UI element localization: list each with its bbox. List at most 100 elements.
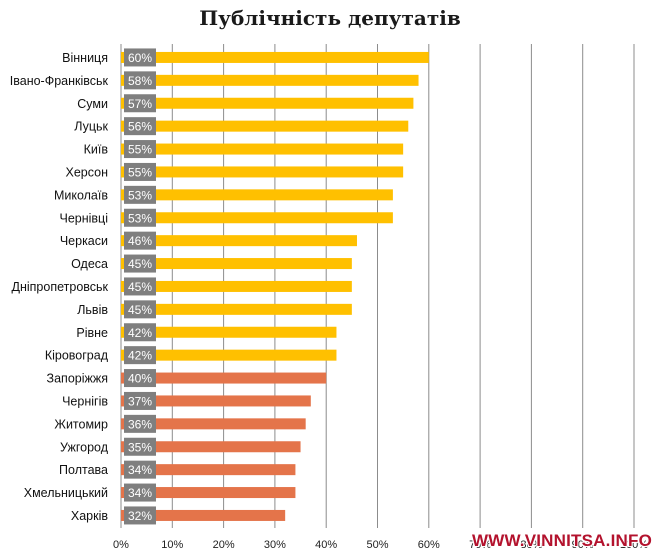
bar — [121, 418, 306, 430]
value-label-box — [124, 231, 156, 250]
bar — [121, 258, 352, 270]
bar — [121, 97, 414, 109]
category-label: Полтава — [59, 463, 108, 477]
category-label: Житомир — [54, 417, 108, 431]
value-label-box — [124, 185, 156, 204]
x-tick-label: 0% — [113, 539, 129, 551]
value-label-box — [124, 162, 156, 181]
value-label-box — [124, 506, 156, 525]
value-label: 53% — [128, 188, 152, 202]
value-label-box — [124, 414, 156, 433]
value-label: 45% — [128, 303, 152, 317]
x-tick-label: 30% — [264, 539, 286, 551]
bar — [121, 509, 286, 521]
value-label-box — [124, 391, 156, 410]
category-label: Івано-Франківськ — [10, 74, 109, 88]
value-label-box — [124, 346, 156, 365]
value-label: 34% — [128, 463, 152, 477]
value-label-box — [124, 71, 156, 90]
value-label: 57% — [128, 97, 152, 111]
bar — [121, 303, 352, 315]
value-label-box — [124, 117, 156, 136]
bar — [121, 51, 429, 63]
bar — [121, 189, 393, 201]
x-tick-label: 90% — [572, 539, 594, 551]
x-tick-label: 60% — [418, 539, 440, 551]
value-label-box — [124, 369, 156, 388]
x-tick-label: 10% — [161, 539, 183, 551]
chart-title: Публічність депутатів — [199, 6, 461, 30]
category-label: Київ — [84, 143, 109, 157]
bar — [121, 487, 296, 499]
value-label: 36% — [128, 417, 152, 431]
category-labels: Вінниця Івано-Франківськ Суми Луцьк Київ Херс… — [10, 51, 109, 523]
x-axis-ticks: 0% 10% 20% 30% 40% 50% 60% 70% 80% 90% 100% — [113, 539, 648, 551]
x-tick-label: 40% — [315, 539, 337, 551]
bar — [121, 464, 296, 476]
value-label: 45% — [128, 280, 152, 294]
category-label: Чернівці — [60, 211, 109, 225]
value-label: 55% — [128, 165, 152, 179]
x-tick-label: 100% — [620, 539, 648, 551]
bar — [121, 395, 311, 407]
x-tick-label: 70% — [469, 539, 491, 551]
category-label: Хмельницький — [24, 486, 108, 500]
category-label: Чернігів — [62, 394, 108, 408]
x-tick-label: 50% — [366, 539, 388, 551]
category-label: Одеса — [71, 257, 108, 271]
value-label-box — [124, 483, 156, 502]
bar — [121, 212, 393, 224]
value-label: 55% — [128, 143, 152, 157]
value-label-box — [124, 437, 156, 456]
bar — [121, 280, 352, 292]
value-label: 35% — [128, 440, 152, 454]
category-label: Кіровоград — [45, 349, 109, 363]
category-label: Ужгород — [60, 440, 109, 454]
category-label: Вінниця — [62, 51, 108, 65]
value-label-box — [124, 323, 156, 342]
bar — [121, 441, 301, 453]
value-label-box — [124, 254, 156, 273]
value-label: 53% — [128, 211, 152, 225]
bar — [121, 372, 327, 384]
value-label-box — [124, 48, 156, 67]
value-label: 60% — [128, 51, 152, 65]
category-label: Черкаси — [60, 234, 108, 248]
value-label: 58% — [128, 74, 152, 88]
x-tick-label: 80% — [520, 539, 542, 551]
category-label: Львів — [77, 303, 108, 317]
value-label: 40% — [128, 372, 152, 386]
value-labels: 60% 58% 57% 56% 55% 55% 53% 53% 46% 45% 45% 45% 42% 4… — [124, 48, 156, 525]
category-label: Запоріжжя — [47, 372, 108, 386]
bar — [121, 235, 357, 247]
value-label: 56% — [128, 120, 152, 134]
value-label: 45% — [128, 257, 152, 271]
value-label-box — [124, 300, 156, 319]
value-label: 42% — [128, 349, 152, 363]
category-label: Миколаїв — [54, 188, 108, 202]
category-label: Харків — [71, 509, 108, 523]
bar — [121, 143, 404, 155]
value-label: 42% — [128, 326, 152, 340]
value-label: 32% — [128, 509, 152, 523]
value-label-box — [124, 277, 156, 296]
category-label: Луцьк — [74, 120, 108, 134]
value-label-box — [124, 460, 156, 479]
bar — [121, 74, 419, 86]
x-tick-label: 20% — [213, 539, 235, 551]
watermark: WWW.VINNITSA.INFO — [472, 531, 652, 550]
value-label: 46% — [128, 234, 152, 248]
bar — [121, 166, 404, 178]
category-label: Рівне — [76, 326, 108, 340]
bar — [121, 120, 409, 132]
value-label-box — [124, 208, 156, 227]
category-label: Дніпропетровськ — [12, 280, 109, 294]
value-label-box — [124, 140, 156, 159]
bar — [121, 349, 337, 361]
bar — [121, 326, 337, 338]
category-label: Херсон — [66, 165, 109, 179]
category-label: Суми — [77, 97, 108, 111]
value-label: 34% — [128, 486, 152, 500]
value-label-box — [124, 94, 156, 113]
